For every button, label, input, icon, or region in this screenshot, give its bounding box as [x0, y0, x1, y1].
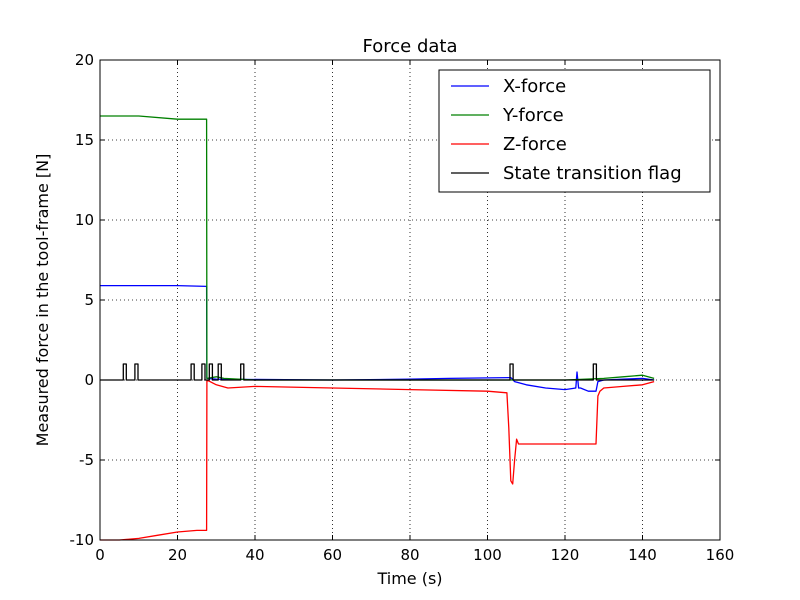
x-tick-label: 20: [168, 546, 187, 564]
legend-label: X-force: [503, 76, 566, 97]
x-tick-label: 140: [628, 546, 657, 564]
legend: X-force Y-force Z-force State transition fl…: [438, 69, 711, 193]
y-tick-label: 0: [84, 371, 94, 389]
chart-title: Force data: [363, 36, 458, 57]
legend-label: State transition flag: [503, 163, 682, 184]
axis-ticks: 0 20 40 60 80 100 120 140 160 -10 -5 0 5 10 15 20: [70, 51, 735, 564]
x-tick-label: 0: [95, 546, 105, 564]
x-tick-label: 40: [245, 546, 264, 564]
x-tick-label: 160: [706, 546, 735, 564]
y-axis-label: Measured force in the tool-frame [N]: [33, 154, 52, 447]
x-tick-label: 100: [473, 546, 502, 564]
x-tick-label: 60: [323, 546, 342, 564]
legend-label: Z-force: [503, 134, 567, 155]
series-line-x-force: [100, 284, 655, 392]
legend-box: [438, 69, 711, 193]
plot-area: [100, 115, 655, 541]
y-tick-label: 5: [84, 291, 94, 309]
x-axis-label: Time (s): [376, 569, 442, 588]
y-tick-label: -5: [79, 451, 94, 469]
y-tick-label: -10: [70, 531, 95, 549]
y-tick-label: 10: [75, 211, 94, 229]
legend-label: Y-force: [502, 105, 564, 126]
series-line-state-transition-flag: [100, 363, 655, 381]
series-line-z-force: [100, 379, 655, 541]
x-tick-label: 80: [400, 546, 419, 564]
x-tick-label: 120: [551, 546, 580, 564]
y-tick-label: 15: [75, 131, 94, 149]
y-tick-label: 20: [75, 51, 94, 69]
